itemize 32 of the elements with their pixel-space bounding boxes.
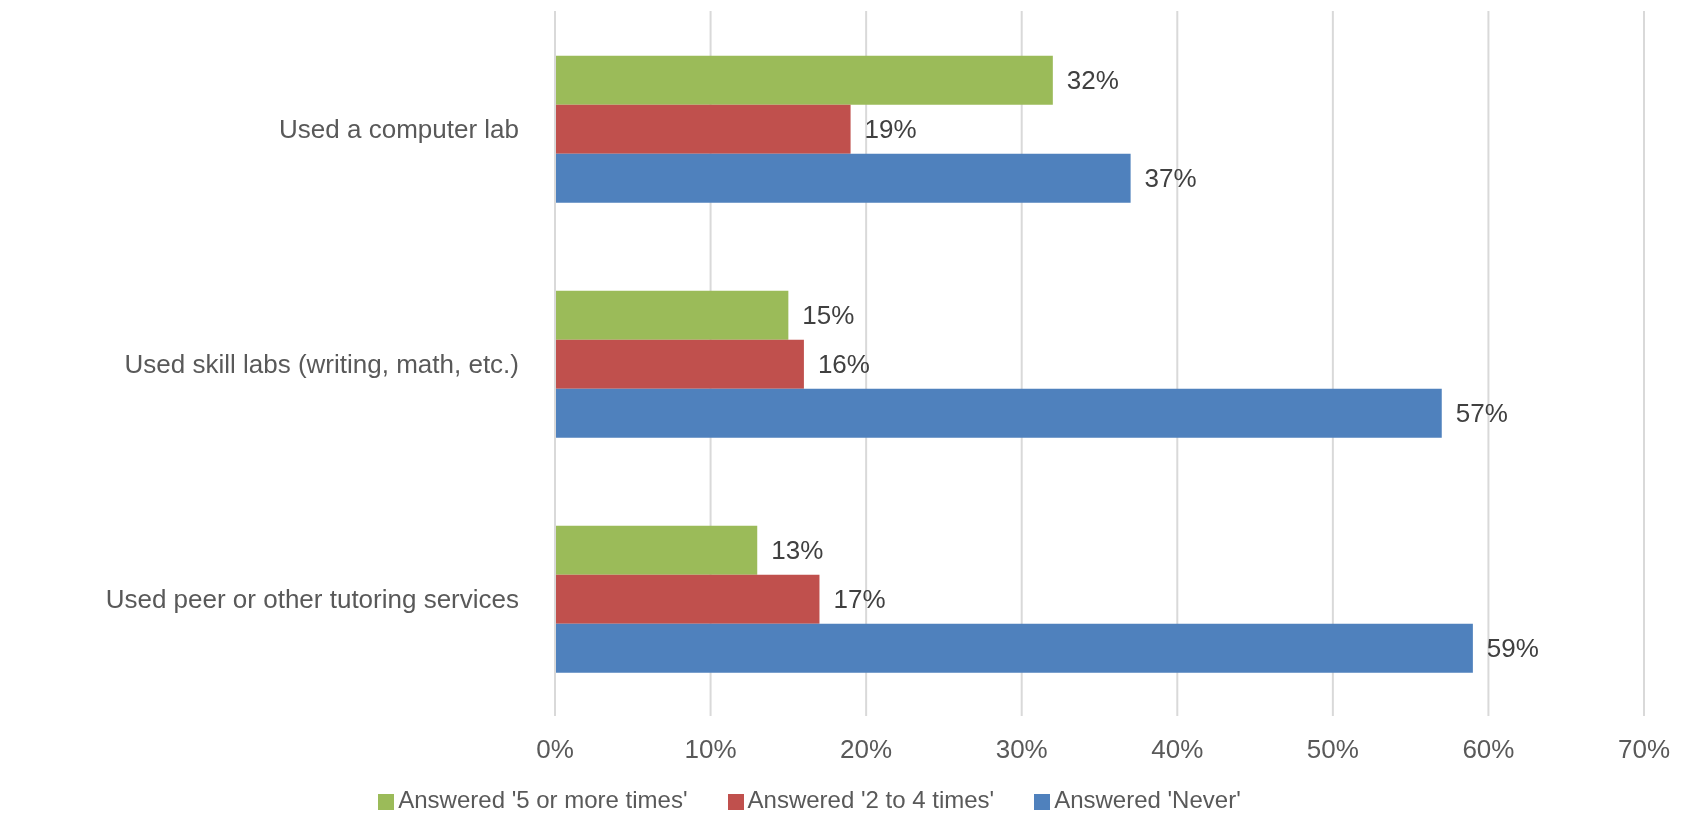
data-label: 37% [1144, 163, 1197, 194]
bar [555, 153, 1131, 203]
bar [555, 339, 804, 389]
bar [555, 104, 851, 154]
data-label: 57% [1455, 398, 1508, 429]
y-tick-label: Used skill labs (writing, math, etc.) [124, 348, 519, 379]
bar [555, 525, 758, 575]
legend-label: Answered '5 or more times' [398, 786, 688, 813]
x-tick-label: 60% [1462, 734, 1515, 765]
x-tick-label: 70% [1617, 734, 1671, 765]
bar [555, 388, 1442, 438]
data-label: 59% [1486, 633, 1539, 664]
legend-label: Answered '2 to 4 times' [747, 786, 995, 813]
data-label: 13% [771, 535, 824, 566]
data-label: 19% [864, 114, 917, 145]
x-tick-label: 40% [1151, 734, 1204, 765]
legend-label: Answered 'Never' [1054, 786, 1241, 813]
data-label: 16% [817, 349, 870, 380]
data-label: 32% [1066, 65, 1119, 96]
data-label: 15% [802, 300, 855, 331]
x-tick-label: 30% [995, 734, 1048, 765]
bar [555, 55, 1053, 105]
bar [555, 290, 789, 340]
bar [555, 623, 1473, 673]
bar [555, 574, 820, 624]
y-tick-label: Used peer or other tutoring services [105, 583, 519, 614]
x-tick-label: 50% [1306, 734, 1359, 765]
x-tick-label: 10% [684, 734, 737, 765]
y-tick-label: Used a computer lab [279, 113, 519, 144]
x-tick-label: 20% [840, 734, 893, 765]
x-tick-label: 0% [536, 734, 574, 765]
data-label: 17% [833, 584, 886, 615]
